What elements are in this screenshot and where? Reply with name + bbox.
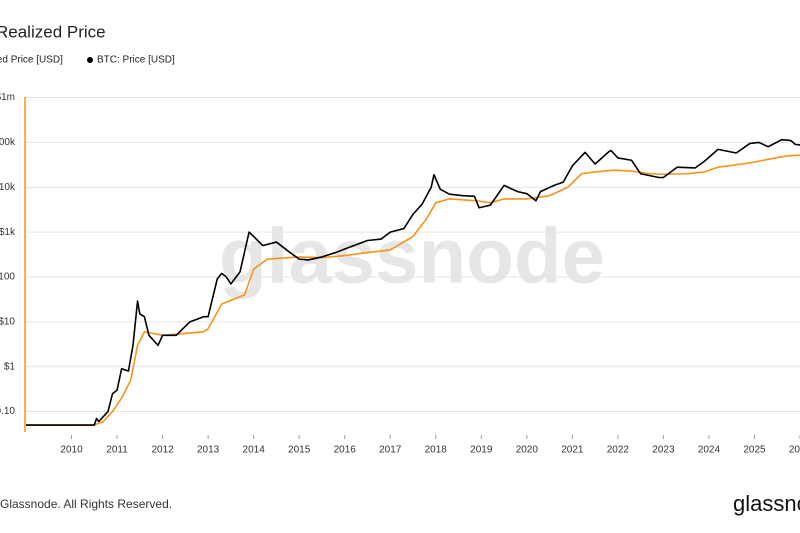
x-tick-label: 2020 bbox=[516, 445, 539, 456]
x-tick-label: 2022 bbox=[607, 445, 630, 456]
x-tick-label: 2013 bbox=[197, 445, 220, 456]
brand-logo: glassnode bbox=[733, 491, 800, 516]
x-tick-label: 2015 bbox=[288, 445, 311, 456]
legend-marker bbox=[87, 57, 93, 63]
x-tick-label: 2018 bbox=[425, 445, 448, 456]
x-tick-label: 2011 bbox=[106, 445, 128, 456]
x-tick-label: 2024 bbox=[698, 445, 721, 456]
chart-title: Realized Price bbox=[0, 22, 106, 41]
y-tick-label: $100k bbox=[0, 137, 16, 148]
footer: Glassnode. All Rights Reserved. bbox=[0, 497, 172, 511]
watermark: glassnode bbox=[219, 212, 605, 300]
x-tick-label: 2010 bbox=[60, 445, 83, 456]
x-tick-label: 2021 bbox=[561, 445, 584, 456]
x-tick-label: 2019 bbox=[470, 445, 493, 456]
x-tick-label: 2016 bbox=[334, 445, 357, 456]
x-tick-label: 2023 bbox=[652, 445, 675, 456]
legend-label: Realized Price [USD] bbox=[0, 55, 63, 66]
y-tick-label: $1 bbox=[4, 361, 16, 372]
y-tick-label: $1m bbox=[0, 92, 15, 103]
y-tick-label: $0.10 bbox=[0, 406, 15, 417]
x-tick-label: 2025 bbox=[743, 445, 766, 456]
legend-label: BTC: Price [USD] bbox=[97, 55, 175, 66]
x-tick-label: 2017 bbox=[379, 445, 402, 456]
series-line bbox=[26, 138, 800, 426]
y-tick-label: $1k bbox=[0, 227, 16, 238]
x-tick-label: 2014 bbox=[243, 445, 266, 456]
y-tick-label: $10 bbox=[0, 316, 15, 327]
y-tick-label: $100 bbox=[0, 272, 15, 283]
x-tick-label: 2026 bbox=[789, 445, 800, 456]
y-tick-label: $10k bbox=[0, 182, 16, 193]
x-tick-label: 2012 bbox=[151, 445, 174, 456]
